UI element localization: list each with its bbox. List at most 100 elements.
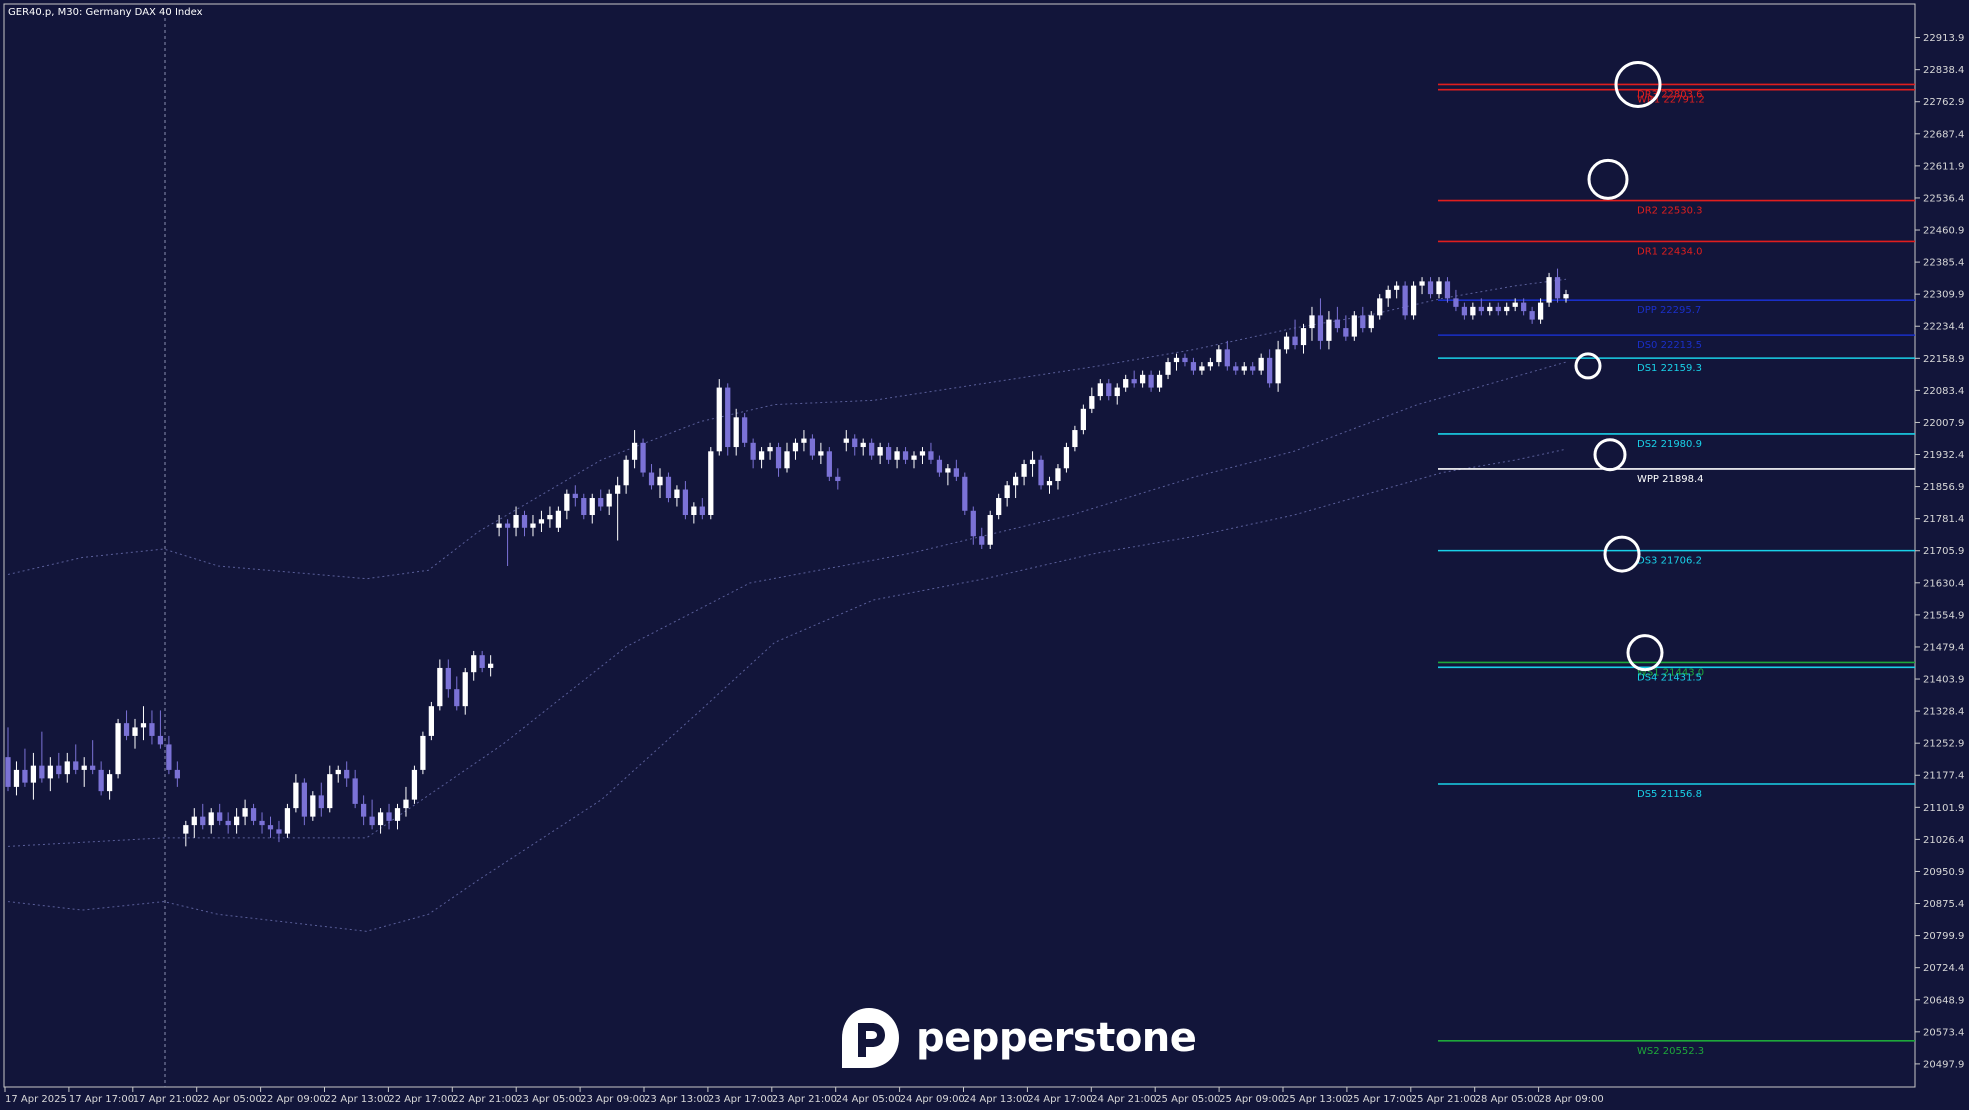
candle-body — [572, 493, 578, 499]
candle-body — [1368, 315, 1374, 329]
candle-body — [1190, 362, 1197, 371]
candle-body — [115, 723, 121, 775]
highlight-circle — [1574, 352, 1602, 380]
candle-body — [869, 442, 875, 456]
y-tick-label: 21856.9 — [1923, 482, 1964, 493]
y-tick-label: 22913.9 — [1923, 33, 1964, 44]
candle-body — [377, 812, 384, 826]
candle-body — [733, 417, 739, 448]
candle-body — [369, 816, 375, 826]
candle-body — [758, 451, 765, 460]
candle-body — [454, 689, 460, 707]
candle-body — [1275, 349, 1281, 384]
x-tick-label: 25 Apr 05:00 — [1155, 1094, 1220, 1105]
x-tick-label: 25 Apr 09:00 — [1219, 1094, 1284, 1105]
chart-title: GER40.p, M30: Germany DAX 40 Index — [8, 7, 203, 18]
y-tick-label: 21630.4 — [1923, 578, 1964, 589]
candlesticks — [5, 268, 1569, 847]
candle-body — [691, 506, 697, 516]
candle-body — [1385, 289, 1391, 299]
candle-body — [242, 808, 248, 817]
y-tick-label: 21252.9 — [1923, 739, 1964, 750]
candle-body — [1529, 311, 1535, 320]
candle-body — [1250, 366, 1256, 371]
price-axis[interactable]: 22913.9 22838.4 22762.9 22687.4 22611.9 22536… — [1915, 33, 1964, 1070]
candle-body — [310, 795, 316, 817]
level-ds2-label: DS2 21980.9 — [1637, 439, 1702, 450]
level-dpp-label: DPP 22295.7 — [1637, 305, 1701, 316]
candle-body — [962, 476, 968, 511]
candle-body — [30, 765, 37, 783]
candle-body — [530, 523, 536, 528]
candle-body — [784, 451, 790, 469]
x-tick-label: 24 Apr 09:00 — [900, 1094, 965, 1105]
candle-body — [538, 519, 545, 524]
candle-body — [564, 493, 570, 511]
y-tick-label: 21328.4 — [1923, 707, 1964, 718]
candle-body — [894, 451, 900, 460]
x-tick-label: 17 Apr 2025 — [5, 1094, 67, 1105]
candle-body — [1317, 315, 1324, 341]
candle-body — [420, 735, 426, 770]
y-tick-label: 20950.9 — [1923, 867, 1964, 878]
candle-body — [1546, 277, 1552, 303]
candle-body — [157, 735, 164, 745]
candle-body — [623, 459, 629, 486]
candle-body — [225, 820, 231, 826]
highlight-circle — [1626, 634, 1664, 672]
candle-body — [1097, 383, 1103, 397]
candle-body — [1394, 285, 1400, 290]
plot-border — [3, 3, 1916, 1088]
candle-body — [191, 816, 197, 826]
x-tick-label: 25 Apr 13:00 — [1283, 1094, 1348, 1105]
candle-body — [1207, 362, 1213, 367]
candle-body — [200, 816, 206, 826]
y-tick-label: 20648.9 — [1923, 995, 1964, 1006]
y-tick-label: 22687.4 — [1923, 129, 1964, 140]
candle-body — [1461, 306, 1468, 316]
candle-body — [437, 667, 443, 707]
candle-body — [767, 447, 773, 452]
candle-body — [276, 829, 282, 834]
y-tick-label: 20497.9 — [1923, 1059, 1964, 1070]
candle-body — [1148, 374, 1154, 388]
candle-body — [1267, 357, 1273, 384]
candle-body — [936, 459, 943, 473]
x-tick-label: 24 Apr 17:00 — [1027, 1094, 1092, 1105]
y-tick-label: 22234.4 — [1923, 322, 1964, 333]
x-tick-label: 24 Apr 05:00 — [836, 1094, 901, 1105]
y-tick-label: 21705.9 — [1923, 546, 1964, 557]
candle-body — [648, 472, 655, 486]
candle-body — [665, 476, 672, 499]
candle-body — [318, 795, 324, 809]
x-tick-label: 23 Apr 05:00 — [516, 1094, 581, 1105]
candle-body — [1436, 281, 1442, 295]
candle-body — [1131, 379, 1137, 384]
candle-body — [801, 438, 807, 443]
candle-body — [885, 447, 892, 460]
candle-body — [1309, 315, 1315, 329]
candle-body — [1080, 408, 1086, 431]
candle-body — [217, 812, 223, 821]
candle-body — [64, 761, 70, 775]
candle-body — [428, 706, 434, 736]
candle-body — [344, 769, 350, 779]
x-tick-label: 22 Apr 05:00 — [197, 1094, 262, 1105]
candle-body — [725, 387, 731, 448]
channel-lower-line — [7, 448, 1567, 932]
candle-body — [1233, 366, 1239, 371]
level-ds3-label: DS3 21706.2 — [1637, 556, 1702, 567]
candle-body — [919, 451, 926, 456]
candle-body — [411, 769, 418, 800]
x-tick-label: 25 Apr 21:00 — [1411, 1094, 1476, 1105]
candle-body — [1021, 464, 1027, 477]
candle-body — [928, 451, 934, 460]
candle-body — [1504, 306, 1510, 312]
candle-body — [1046, 481, 1053, 486]
candle-body — [22, 769, 28, 783]
candle-body — [818, 451, 824, 456]
candle-body — [327, 774, 333, 809]
